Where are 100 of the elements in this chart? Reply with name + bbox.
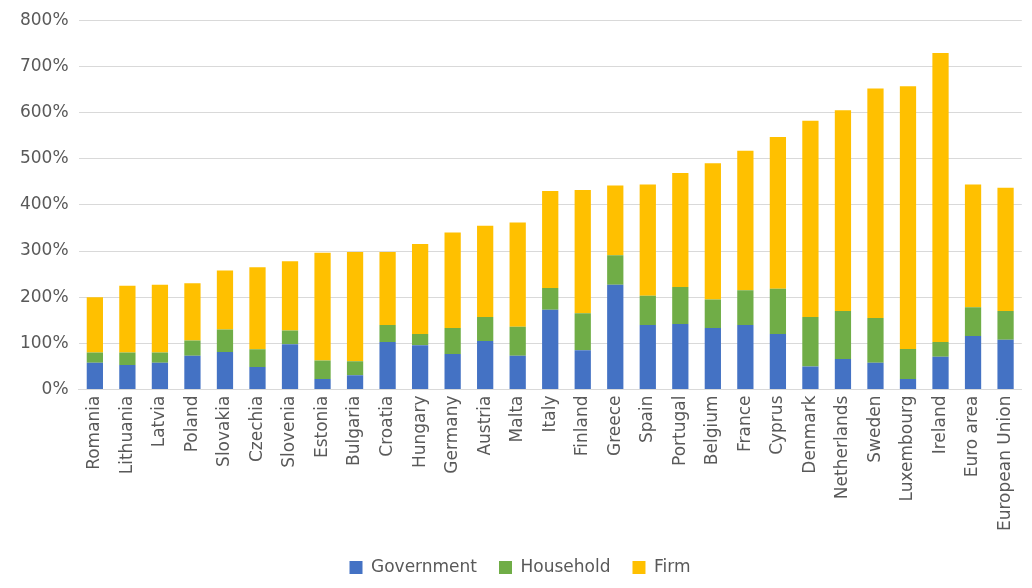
bar: [802, 120, 819, 318]
bar: [737, 324, 754, 390]
x-tick-label: Greece: [603, 395, 624, 457]
bar: [346, 251, 364, 362]
bar: [574, 313, 591, 351]
x-tick-label: Bulgaria: [343, 395, 364, 467]
bar: [574, 350, 591, 390]
x-tick-label: Luxembourg: [896, 395, 917, 502]
y-tick-label: 500%: [19, 147, 69, 168]
x-tick-label: Spain: [636, 395, 657, 444]
bar: [346, 361, 364, 376]
bar: [932, 52, 949, 342]
bar: [216, 352, 234, 390]
x-tick-label: Belgium: [701, 395, 722, 466]
bar: [997, 311, 1014, 340]
legend-label: Household: [520, 555, 611, 576]
bar: [802, 317, 819, 367]
bar: [542, 309, 559, 390]
bar: [411, 244, 429, 335]
bar: [704, 299, 721, 329]
x-tick-label: Slovenia: [278, 395, 299, 468]
bar: [834, 311, 852, 360]
bar: [119, 285, 136, 353]
x-tick-label: Portugal: [668, 395, 689, 466]
bar: [932, 341, 949, 357]
bar: [119, 352, 136, 366]
bar: [639, 324, 656, 390]
bar: [411, 334, 429, 346]
bar: [867, 362, 884, 390]
bar: [184, 340, 201, 356]
x-tick-label: France: [733, 395, 754, 453]
bar: [672, 173, 689, 288]
bar: [509, 355, 526, 390]
bar: [672, 323, 689, 390]
bar: [314, 360, 331, 379]
y-tick-label: 700%: [19, 54, 69, 75]
bar: [411, 345, 429, 390]
bar: [769, 136, 787, 289]
bar: [704, 328, 721, 390]
x-tick-label: Latvia: [148, 395, 169, 448]
bar: [899, 378, 917, 390]
x-tick-label: Euro area: [961, 395, 982, 478]
x-tick-label: Estonia: [310, 395, 331, 459]
x-tick-label: Netherlands: [831, 395, 852, 500]
bar: [477, 225, 494, 318]
bar: [281, 330, 299, 345]
x-tick-label: European Union: [993, 395, 1014, 532]
bar: [86, 297, 103, 353]
bar: [574, 190, 591, 314]
bar: [444, 353, 461, 390]
bar: [834, 359, 852, 390]
bar: [119, 365, 136, 390]
x-tick-label: Romania: [83, 395, 104, 470]
bar: [314, 378, 331, 390]
bar: [607, 284, 624, 390]
bar: [184, 283, 201, 341]
bar: [314, 252, 331, 361]
bar: [899, 348, 917, 379]
x-tick-label: Malta: [506, 395, 527, 443]
bar: [509, 326, 526, 356]
x-tick-label: Germany: [441, 395, 462, 474]
bar: [867, 317, 884, 363]
bar: [249, 366, 266, 390]
x-tick-label: Lithuania: [115, 395, 136, 475]
bar: [151, 352, 169, 363]
x-tick-label: Poland: [180, 395, 201, 453]
bar: [184, 355, 201, 390]
bar: [607, 255, 624, 285]
x-tick-label: Sweden: [863, 395, 884, 463]
bar: [899, 86, 917, 349]
bar: [964, 335, 982, 390]
bar: [704, 163, 721, 300]
y-tick-label: 0%: [41, 377, 69, 398]
bar: [964, 184, 982, 308]
y-tick-label: 400%: [19, 193, 69, 214]
bar: [86, 362, 103, 390]
bar: [769, 334, 787, 390]
x-tick-label: Croatia: [376, 395, 397, 457]
bar: [151, 362, 169, 390]
bar: [737, 290, 754, 325]
x-tick-label: Cyprus: [766, 395, 787, 455]
bar: [542, 287, 559, 310]
bar: [769, 288, 787, 335]
bar: [639, 184, 656, 296]
x-tick-label: Hungary: [408, 395, 429, 469]
y-tick-label: 100%: [19, 331, 69, 352]
bar: [249, 267, 266, 350]
bar: [86, 352, 103, 363]
bar: [932, 356, 949, 390]
y-tick-label: 300%: [19, 239, 69, 260]
bar: [444, 232, 461, 329]
bar: [346, 375, 364, 390]
legend-label: Government: [371, 555, 478, 576]
x-tick-label: Ireland: [928, 395, 949, 455]
bar: [281, 261, 299, 331]
x-tick-label: Denmark: [798, 395, 819, 474]
bar: [444, 328, 461, 354]
bar: [834, 110, 852, 312]
bar: [997, 187, 1014, 312]
bar: [379, 324, 396, 342]
